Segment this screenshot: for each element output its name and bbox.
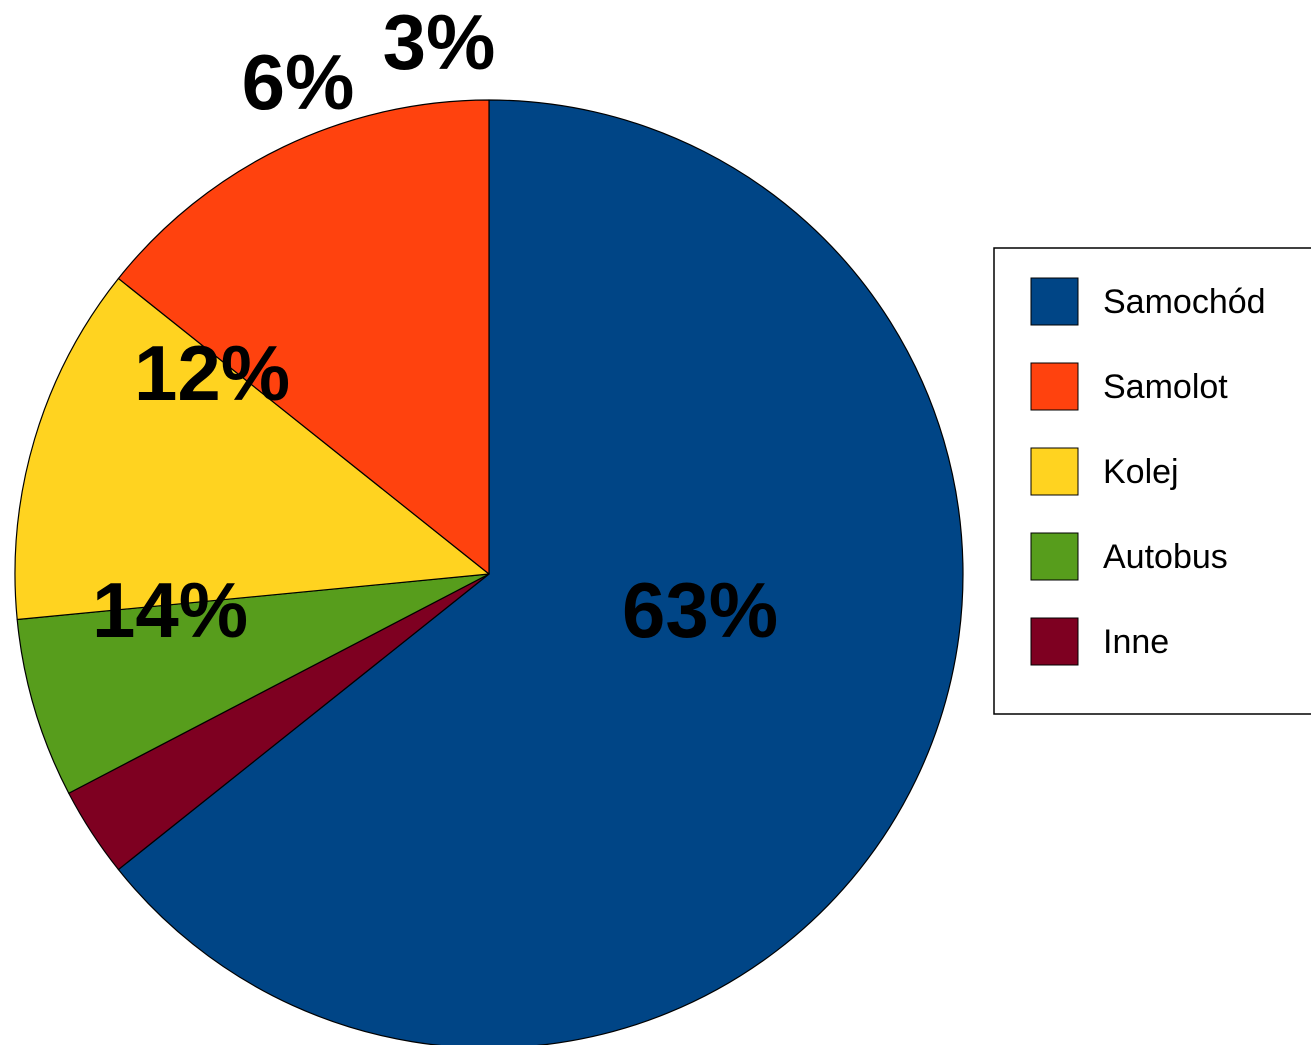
pie-slice-samoch-d <box>117 99 964 1045</box>
data-label-inne: 3% <box>383 0 496 86</box>
legend-label-inne: Inne <box>1103 623 1169 661</box>
legend-label-autobus: Autobus <box>1103 538 1228 576</box>
legend-swatch-kolej <box>1030 447 1079 496</box>
legend-label-kolej: Kolej <box>1103 453 1179 491</box>
pie-slice-samolot <box>117 99 490 575</box>
legend-swatch-autobus <box>1030 532 1079 581</box>
legend-swatch-samolot <box>1030 362 1079 411</box>
legend: Samochód Samolot Kolej Autobus Inne <box>993 247 1311 715</box>
data-label-samolot: 14% <box>92 566 248 654</box>
pie-slice-autobus <box>16 573 490 794</box>
pie-data-labels: 63% 3% 6% 12% 14% <box>92 0 778 654</box>
data-label-autobus: 6% <box>242 38 355 126</box>
legend-label-samolot: Samolot <box>1103 368 1228 406</box>
legend-label-samoch-d: Samochód <box>1103 283 1266 321</box>
data-label-kolej: 12% <box>134 329 290 417</box>
pie-slices <box>14 99 964 1045</box>
legend-swatch-samoch-d <box>1030 277 1079 326</box>
legend-swatch-inne <box>1030 617 1079 666</box>
pie-slice-kolej <box>14 277 490 621</box>
data-label-samoch-d: 63% <box>622 566 778 654</box>
